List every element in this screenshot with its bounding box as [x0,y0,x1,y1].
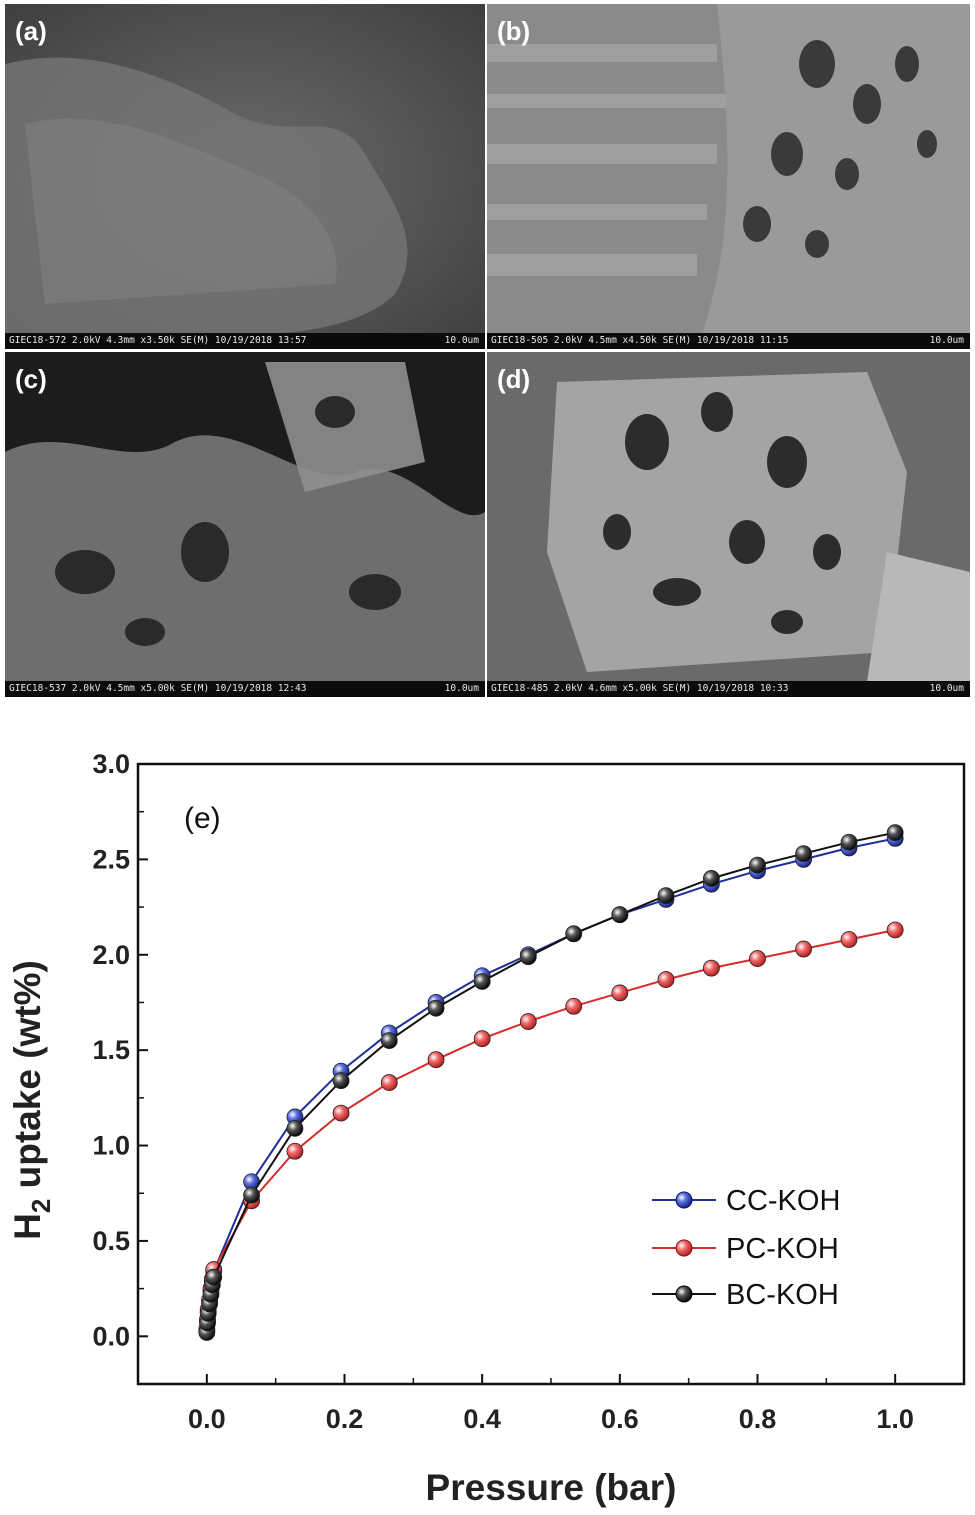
sem-panel-b: (b) GIEC18-505 2.0kV 4.5mm x4.50k SE(M) … [487,4,970,349]
data-point-bc-koh [243,1186,260,1204]
data-point-bc-koh [380,1032,398,1050]
sem-micrograph-image [487,352,970,697]
panel-label: (d) [497,364,531,394]
plot-frame [136,762,966,1386]
x-tick-label: 0.8 [739,1404,777,1434]
data-point-pc-koh [657,971,675,988]
data-point-bc-koh [840,833,858,851]
data-point-bc-koh [749,856,766,874]
data-point-pc-koh [286,1142,304,1160]
y-tick-label: 2.0 [92,940,130,970]
legend: CC-KOH PC-KOH BC-KOH [652,1185,840,1311]
data-point-pc-koh [565,997,583,1015]
data-point-pc-koh [473,1030,491,1048]
y-tick-label: 1.0 [92,1131,130,1161]
x-axis-title: Pressure (bar) [426,1467,677,1508]
sem-panel-a: (a) GIEC18-572 2.0kV 4.3mm x3.50k SE(M) … [5,4,485,349]
data-point-bc-koh [332,1072,350,1090]
sem-micrograph-image [487,4,970,349]
legend-marker-pc-koh [675,1239,693,1257]
data-point-bc-koh [795,845,813,863]
series-layer [198,824,904,1341]
sem-info-bar: GIEC18-572 2.0kV 4.3mm x3.50k SE(M) 10/1… [5,333,485,349]
sem-info-bar: GIEC18-537 2.0kV 4.5mm x5.00k SE(M) 10/1… [5,681,485,697]
sem-info-bar: GIEC18-485 2.0kV 4.6mm x5.00k SE(M) 10/1… [487,681,970,697]
panel-label: (c) [15,364,47,394]
data-point-bc-koh [657,887,675,905]
sem-info-bar: GIEC18-505 2.0kV 4.5mm x4.50k SE(M) 10/1… [487,333,970,349]
data-point-pc-koh [611,984,629,1002]
scale-bar-label: 10.0um [444,335,479,346]
data-point-bc-koh [702,870,720,887]
y-tick-label: 3.0 [92,749,130,779]
sem-metadata: GIEC18-572 2.0kV 4.3mm x3.50k SE(M) 10/1… [9,335,307,346]
sem-metadata: GIEC18-485 2.0kV 4.6mm x5.00k SE(M) 10/1… [491,683,789,694]
x-tick-label: 0.0 [188,1404,226,1434]
x-axis-ticks: 0.0 0.2 0.4 0.6 0.8 1.0 [137,1374,965,1434]
data-point-pc-koh [840,931,858,948]
sem-metadata: GIEC18-537 2.0kV 4.5mm x5.00k SE(M) 10/1… [9,683,307,694]
data-point-bc-koh [205,1268,223,1286]
x-tick-label: 0.4 [463,1404,501,1434]
scale-bar-label: 10.0um [929,683,964,694]
series-line-pc-koh [205,929,896,1329]
legend-label-cc-koh: CC-KOH [726,1185,840,1217]
y-axis-title: H2 uptake (wt%) [7,960,56,1240]
data-point-pc-koh [380,1074,398,1091]
legend-label-bc-koh: BC-KOH [726,1279,839,1311]
scale-bar-label: 10.0um [929,335,964,346]
scale-bar-label: 10.0um [444,683,479,694]
data-point-bc-koh [565,925,583,943]
legend-label-pc-koh: PC-KOH [726,1233,839,1265]
data-point-pc-koh [427,1051,445,1069]
legend-marker-bc-koh [675,1285,693,1303]
y-tick-label: 0.0 [92,1321,130,1351]
data-point-pc-koh [795,940,813,958]
data-point-bc-koh [427,999,445,1017]
legend-marker-cc-koh [675,1191,693,1209]
data-point-bc-koh [473,973,491,990]
y-axis-ticks: 0.0 0.5 1.0 1.5 2.0 2.5 3.0 [92,749,148,1351]
data-point-pc-koh [749,950,766,967]
panel-label: (b) [497,16,531,46]
y-tick-label: 2.5 [92,844,130,874]
sem-panel-c: (c) GIEC18-537 2.0kV 4.5mm x5.00k SE(M) … [5,352,485,697]
sem-metadata: GIEC18-505 2.0kV 4.5mm x4.50k SE(M) 10/1… [491,335,789,346]
x-tick-label: 0.2 [326,1404,364,1434]
y-tick-label: 1.5 [92,1035,130,1065]
data-point-pc-koh [886,921,904,939]
sem-micrograph-image [5,4,485,349]
y-tick-label: 0.5 [92,1226,130,1256]
h2-uptake-chart: 0.0 0.5 1.0 1.5 2.0 2.5 3.0 0.0 0.2 0.4 0.6 0.8 1.0… [7,749,966,1508]
panel-label: (a) [15,16,47,46]
x-tick-label: 0.6 [601,1404,639,1434]
data-point-bc-koh [611,906,629,924]
data-point-bc-koh [886,824,904,842]
data-point-pc-koh [519,1013,537,1030]
panel-label-e: (e) [184,802,221,835]
data-point-bc-koh [286,1119,304,1137]
x-tick-label: 1.0 [876,1404,914,1434]
sem-panel-d: (d) GIEC18-485 2.0kV 4.6mm x5.00k SE(M) … [487,352,970,697]
data-point-bc-koh [519,948,537,966]
sem-micrograph-image [5,352,485,697]
data-point-pc-koh [702,959,720,977]
data-point-pc-koh [332,1104,350,1122]
